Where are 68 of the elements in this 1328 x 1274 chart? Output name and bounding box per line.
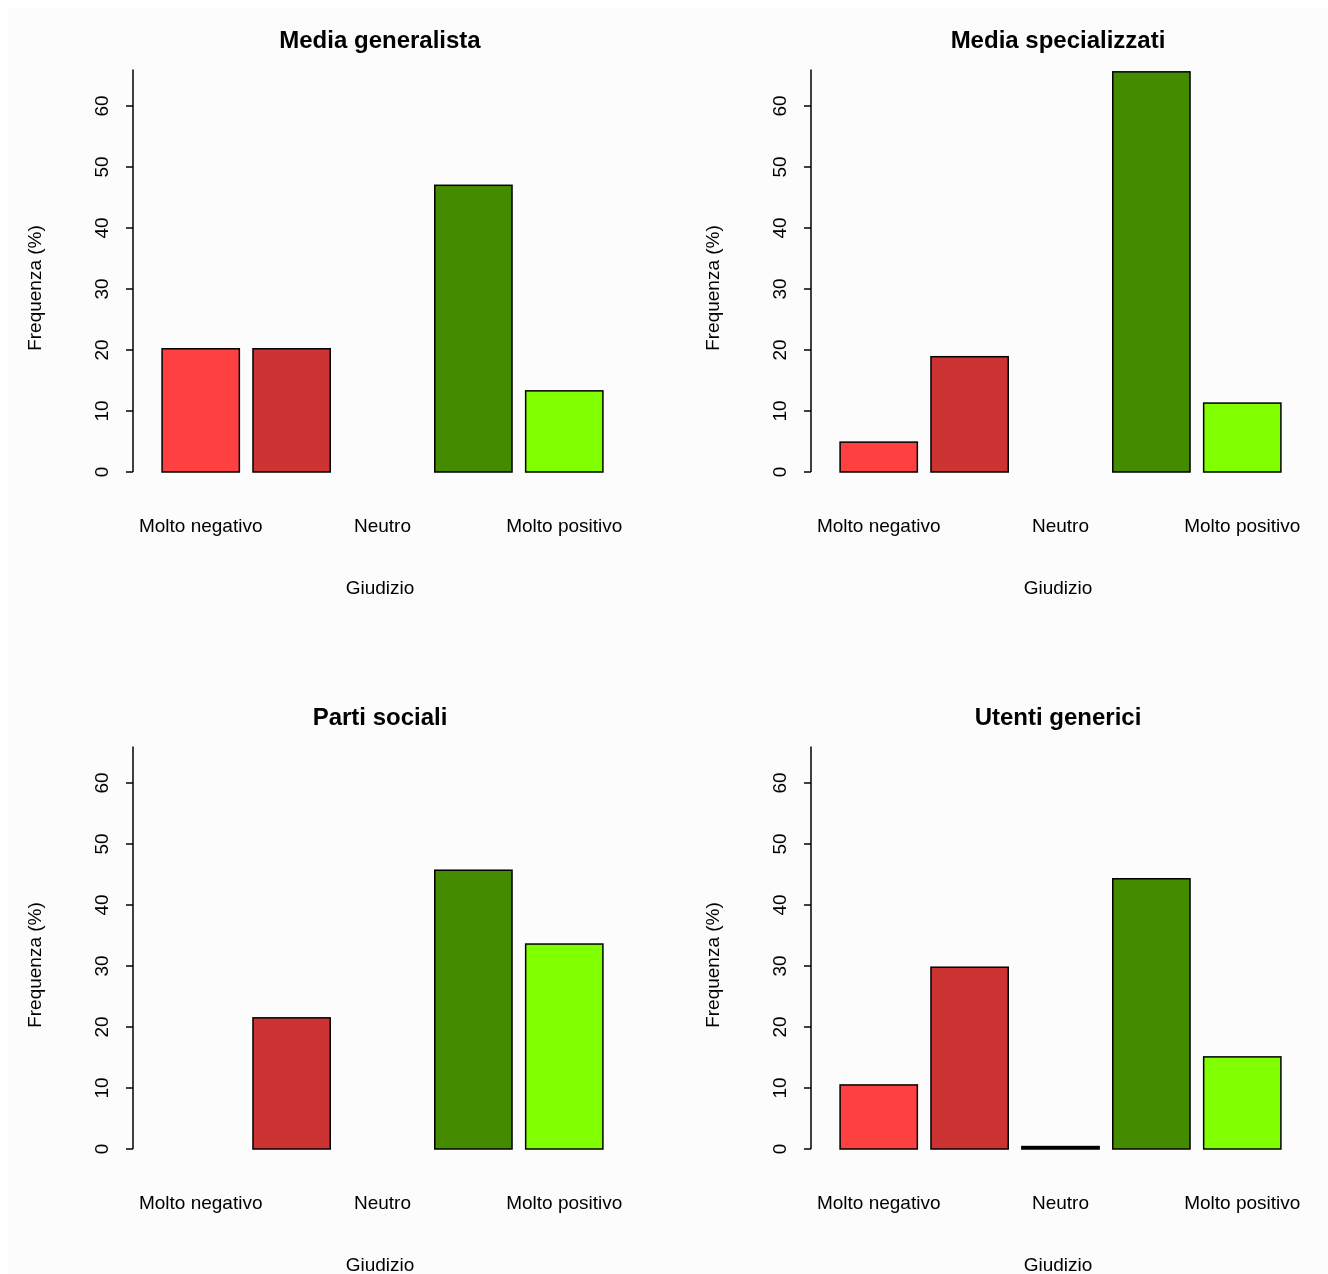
- chart-title: Parti sociali: [312, 703, 448, 730]
- y-tick-label: 0: [769, 466, 790, 478]
- x-tick-label: Molto negativo: [816, 1192, 941, 1213]
- y-tick-label: 50: [769, 833, 790, 855]
- y-tick-label: 20: [91, 339, 112, 361]
- x-tick-label: Neutro: [1031, 515, 1090, 536]
- bar: [839, 441, 919, 473]
- bar: [1112, 878, 1191, 1150]
- chart-title: Media specializzati: [950, 26, 1166, 53]
- x-tick-label: Molto positivo: [506, 515, 623, 536]
- y-tick-label: 0: [91, 466, 112, 478]
- x-tick-label: Neutro: [1031, 1192, 1090, 1213]
- x-tick-label: Molto negativo: [816, 515, 941, 536]
- x-tick-label: Neutro: [353, 515, 412, 536]
- y-tick-label: 10: [769, 400, 790, 422]
- x-tick-label: Molto positivo: [506, 1192, 623, 1213]
- y-tick-label: 30: [769, 278, 790, 300]
- x-axis-title: Giudizio: [1023, 577, 1093, 598]
- bar: [252, 1017, 331, 1150]
- y-tick-label: 10: [769, 1077, 790, 1099]
- x-axis-title: Giudizio: [345, 577, 415, 598]
- bar: [434, 184, 513, 473]
- y-tick-label: 40: [91, 894, 112, 916]
- x-axis-title: Giudizio: [345, 1254, 415, 1274]
- y-axis-title: Frequenza (%): [702, 902, 723, 1028]
- y-tick-label: 10: [91, 1077, 112, 1099]
- x-tick-label: Molto negativo: [138, 1192, 263, 1213]
- bar: [524, 390, 604, 473]
- y-axis-title: Frequenza (%): [702, 225, 723, 351]
- bar: [1021, 1145, 1100, 1150]
- y-tick-label: 20: [769, 339, 790, 361]
- bar: [930, 966, 1009, 1150]
- y-tick-label: 50: [91, 156, 112, 178]
- bar: [930, 355, 1009, 473]
- y-tick-label: 50: [91, 833, 112, 855]
- y-tick-label: 30: [769, 955, 790, 977]
- y-tick-label: 60: [769, 772, 790, 794]
- bar: [1112, 71, 1191, 473]
- x-tick-label: Molto positivo: [1184, 1192, 1301, 1213]
- y-tick-label: 40: [769, 217, 790, 239]
- chart-title: Media generalista: [279, 26, 482, 53]
- bar: [524, 943, 604, 1150]
- x-axis-title: Giudizio: [1023, 1254, 1093, 1274]
- y-tick-label: 30: [91, 955, 112, 977]
- y-axis-title: Frequenza (%): [24, 902, 45, 1028]
- bar: [1202, 1056, 1282, 1150]
- y-tick-label: 60: [91, 95, 112, 117]
- y-tick-label: 40: [769, 894, 790, 916]
- y-tick-label: 40: [91, 217, 112, 239]
- x-tick-label: Molto negativo: [138, 515, 263, 536]
- bar: [434, 869, 513, 1150]
- y-tick-label: 30: [91, 278, 112, 300]
- y-tick-label: 20: [769, 1016, 790, 1038]
- y-tick-label: 0: [769, 1143, 790, 1155]
- y-tick-label: 60: [91, 772, 112, 794]
- bar: [252, 348, 331, 473]
- y-axis-title: Frequenza (%): [24, 225, 45, 351]
- y-tick-label: 60: [769, 95, 790, 117]
- y-tick-label: 10: [91, 400, 112, 422]
- x-tick-label: Neutro: [353, 1192, 412, 1213]
- x-tick-label: Molto positivo: [1184, 515, 1301, 536]
- bar: [839, 1084, 919, 1150]
- y-tick-label: 50: [769, 156, 790, 178]
- y-tick-label: 0: [91, 1143, 112, 1155]
- bar: [1202, 402, 1282, 473]
- bar: [161, 348, 241, 473]
- y-tick-label: 20: [91, 1016, 112, 1038]
- chart-title: Utenti generici: [974, 703, 1142, 730]
